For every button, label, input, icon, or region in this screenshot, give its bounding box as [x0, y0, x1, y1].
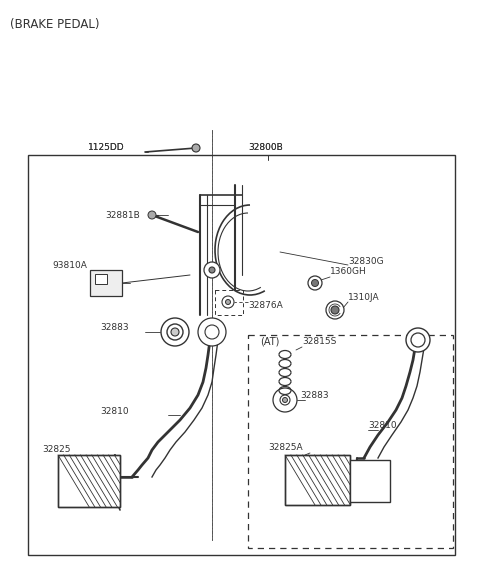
Text: 32810: 32810: [100, 407, 129, 417]
Text: (AT): (AT): [260, 337, 279, 347]
Text: 32881B: 32881B: [105, 210, 140, 219]
Bar: [248, 335, 453, 548]
Circle shape: [205, 325, 219, 339]
Text: 32830G: 32830G: [348, 257, 384, 266]
Circle shape: [161, 318, 189, 346]
Text: 32883: 32883: [300, 391, 329, 399]
Circle shape: [171, 328, 179, 336]
Text: 32800B: 32800B: [248, 143, 283, 152]
Circle shape: [406, 328, 430, 352]
Bar: [215, 290, 243, 315]
Circle shape: [222, 296, 234, 308]
Circle shape: [192, 144, 200, 152]
Bar: [285, 455, 350, 505]
Text: 32876A: 32876A: [248, 300, 283, 309]
Bar: [28, 155, 455, 555]
Circle shape: [308, 276, 322, 290]
Text: 32825: 32825: [42, 445, 71, 454]
Circle shape: [167, 324, 183, 340]
Circle shape: [226, 300, 230, 304]
Text: 1125DD: 1125DD: [88, 143, 125, 152]
Bar: [58, 455, 120, 507]
Circle shape: [280, 395, 290, 405]
Circle shape: [209, 267, 215, 273]
Bar: [95, 274, 107, 284]
Circle shape: [148, 211, 156, 219]
Circle shape: [198, 318, 226, 346]
Text: 93810A: 93810A: [52, 261, 87, 269]
Circle shape: [312, 280, 319, 286]
Circle shape: [273, 388, 297, 412]
Bar: [58, 455, 120, 507]
Text: 32883: 32883: [100, 324, 129, 332]
Circle shape: [204, 262, 220, 278]
Text: 32815S: 32815S: [302, 337, 336, 347]
Text: 1310JA: 1310JA: [348, 292, 380, 301]
Bar: [90, 270, 122, 296]
Circle shape: [411, 333, 425, 347]
Text: 32825A: 32825A: [268, 444, 302, 453]
Bar: [350, 460, 390, 502]
Circle shape: [283, 398, 288, 402]
Text: 32810: 32810: [368, 421, 396, 430]
Text: (BRAKE PEDAL): (BRAKE PEDAL): [10, 18, 99, 31]
Circle shape: [326, 301, 344, 319]
Text: 1125DD: 1125DD: [88, 143, 125, 152]
Circle shape: [331, 306, 339, 314]
Text: 1360GH: 1360GH: [330, 268, 367, 277]
Text: 32800B: 32800B: [248, 143, 283, 152]
Bar: [285, 455, 350, 505]
